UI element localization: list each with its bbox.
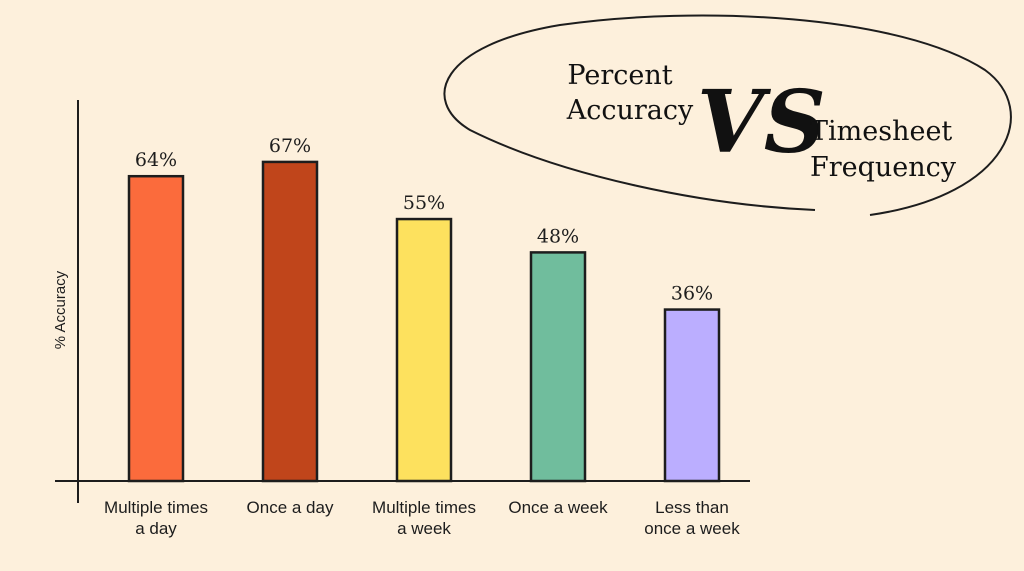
category-label-1-line-1: Multiple times (104, 498, 208, 517)
y-axis-title: % Accuracy (52, 270, 69, 349)
title-left-line-1: Percent (567, 60, 672, 91)
category-label-2-line-1: Once a day (247, 498, 334, 517)
category-label-5-line-1: Less than (655, 498, 729, 517)
category-label-5-line-2: once a week (644, 519, 740, 538)
title-left-line-2: Accuracy (566, 95, 694, 126)
bar-value-label-4: 48% (537, 225, 579, 247)
bar-4 (529, 251, 587, 483)
bar-value-label-2: 67% (269, 135, 311, 157)
bar-3 (395, 217, 453, 483)
title-right-line-2: Frequency (810, 152, 957, 183)
title-vs: VS (697, 72, 826, 173)
category-label-3-line-1: Multiple times (372, 498, 476, 517)
category-label-3-line-2: a week (397, 519, 451, 538)
title-right-line-1: Timesheet (810, 116, 952, 147)
bar-value-label-3: 55% (403, 192, 445, 214)
bar-2 (261, 160, 319, 483)
bars-group: 64% Multiple times a day 67% Once a day 55% Mu… (104, 135, 740, 538)
bar-1 (127, 174, 185, 483)
bar-value-label-5: 36% (671, 283, 713, 305)
category-label-4-line-1: Once a week (508, 498, 608, 517)
title-callout: Percent Accuracy VS Timesheet Frequency (443, 14, 1012, 216)
bar-value-label-1: 64% (135, 149, 177, 171)
category-label-1-line-2: a day (135, 519, 177, 538)
title-ellipse (443, 14, 1012, 216)
bar-5 (663, 308, 721, 483)
